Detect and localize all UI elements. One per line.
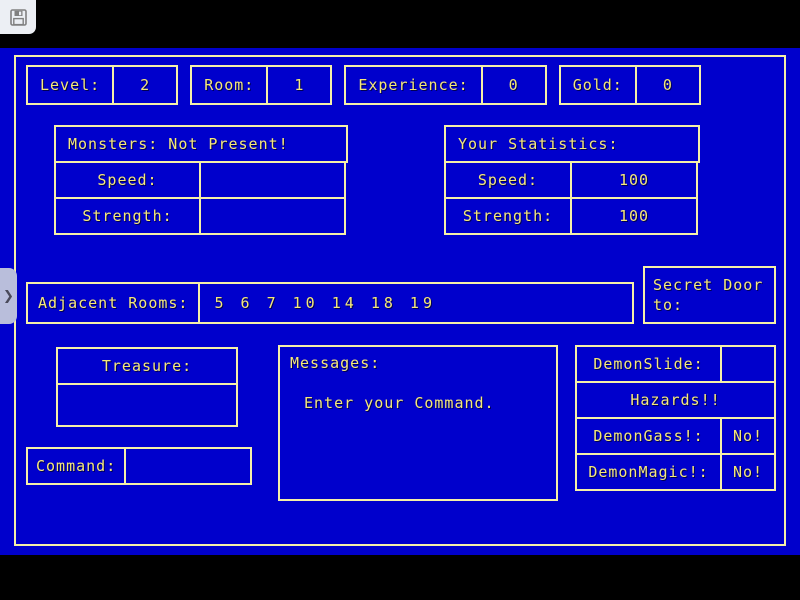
adjacent-rooms-label: Adjacent Rooms: (26, 282, 201, 324)
demonmagic-label: DemonMagic!: (575, 453, 722, 491)
messages-header: Messages: (290, 354, 381, 372)
treasure-label: Treasure: (56, 347, 238, 385)
save-button[interactable] (0, 0, 36, 34)
hazards-title: Hazards!! (575, 381, 776, 419)
demongass-row: DemonGass!: No! (575, 417, 776, 455)
monsters-header: Monsters: Not Present! (54, 125, 348, 163)
monsters-strength-label: Strength: (54, 197, 201, 235)
secret-door-panel: Secret Door to: (643, 266, 776, 324)
demonslide-row: DemonSlide: (575, 345, 776, 383)
secret-door-label: Secret Door to: (653, 276, 764, 314)
statistics-speed-label: Speed: (444, 161, 572, 199)
monsters-strength-value (199, 197, 346, 235)
demongass-label: DemonGass!: (575, 417, 722, 455)
monsters-speed-value (199, 161, 346, 199)
hazards-title-row: Hazards!! (575, 381, 776, 419)
statistics-speed-row: Speed: 100 (444, 161, 700, 199)
command-label: Command: (26, 447, 127, 485)
statistics-panel: Your Statistics: Speed: 100 Strength: 10… (444, 125, 700, 235)
demonmagic-row: DemonMagic!: No! (575, 453, 776, 491)
statistics-strength-label: Strength: (444, 197, 572, 235)
statistics-header: Your Statistics: (444, 125, 700, 163)
hazards-panel: DemonSlide: Hazards!! DemonGass!: No! De… (575, 345, 776, 491)
room-value: 1 (266, 65, 333, 105)
treasure-value (56, 383, 238, 427)
status-bar: Level: 2 Room: 1 Experience: 0 Gold: 0 (26, 65, 774, 105)
statistics-strength-row: Strength: 100 (444, 197, 700, 235)
room-label: Room: (190, 65, 269, 105)
demonslide-label: DemonSlide: (575, 345, 722, 383)
statistics-speed-value: 100 (570, 161, 698, 199)
gold-value: 0 (634, 65, 701, 105)
floppy-disk-icon (9, 8, 27, 26)
gold-label: Gold: (558, 65, 637, 105)
adjacent-rooms-value: 5 6 7 10 14 18 19 (198, 282, 635, 324)
messages-panel: Messages: Enter your Command. (278, 345, 558, 501)
monsters-speed-label: Speed: (54, 161, 201, 199)
chevron-right-icon: ❯ (3, 288, 14, 304)
demonmagic-value: No! (720, 453, 776, 491)
expand-drawer-handle[interactable]: ❯ (0, 268, 17, 324)
command-input[interactable] (124, 447, 253, 485)
treasure-panel: Treasure: (56, 347, 238, 427)
experience-value: 0 (480, 65, 547, 105)
level-label: Level: (26, 65, 115, 105)
status-room: Room: 1 (190, 65, 333, 105)
status-experience: Experience: 0 (344, 65, 547, 105)
experience-label: Experience: (344, 65, 483, 105)
monsters-strength-row: Strength: (54, 197, 348, 235)
game-frame: Level: 2 Room: 1 Experience: 0 Gold: 0 (14, 55, 786, 546)
statistics-strength-value: 100 (570, 197, 698, 235)
status-gold: Gold: 0 (558, 65, 701, 105)
level-value: 2 (112, 65, 179, 105)
messages-line: Enter your Command. (304, 394, 495, 412)
game-panel: Level: 2 Room: 1 Experience: 0 Gold: 0 (0, 48, 800, 555)
demongass-value: No! (720, 417, 776, 455)
command-row: Command: (26, 447, 253, 485)
monsters-panel: Monsters: Not Present! Speed: Strength: (54, 125, 348, 235)
status-level: Level: 2 (26, 65, 179, 105)
adjacent-rooms: Adjacent Rooms: 5 6 7 10 14 18 19 (26, 282, 635, 324)
monsters-speed-row: Speed: (54, 161, 348, 199)
demonslide-value (720, 345, 776, 383)
